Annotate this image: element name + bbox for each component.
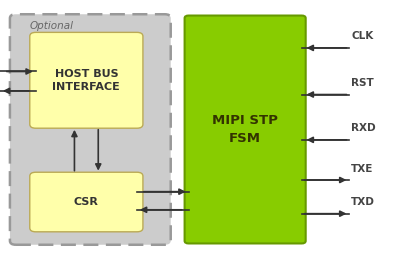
Text: HOST BUS
INTERFACE: HOST BUS INTERFACE	[52, 69, 120, 92]
Text: RST: RST	[351, 78, 374, 88]
Text: TXD: TXD	[351, 197, 375, 207]
Text: RXD: RXD	[351, 123, 376, 133]
Text: CSR: CSR	[74, 197, 99, 207]
Text: CLK: CLK	[351, 31, 374, 41]
FancyBboxPatch shape	[185, 16, 306, 243]
FancyBboxPatch shape	[10, 14, 171, 245]
FancyBboxPatch shape	[30, 32, 143, 128]
Text: TXE: TXE	[351, 163, 374, 174]
Text: MIPI STP
FSM: MIPI STP FSM	[212, 114, 278, 145]
Text: Optional: Optional	[30, 21, 74, 31]
FancyBboxPatch shape	[30, 172, 143, 232]
